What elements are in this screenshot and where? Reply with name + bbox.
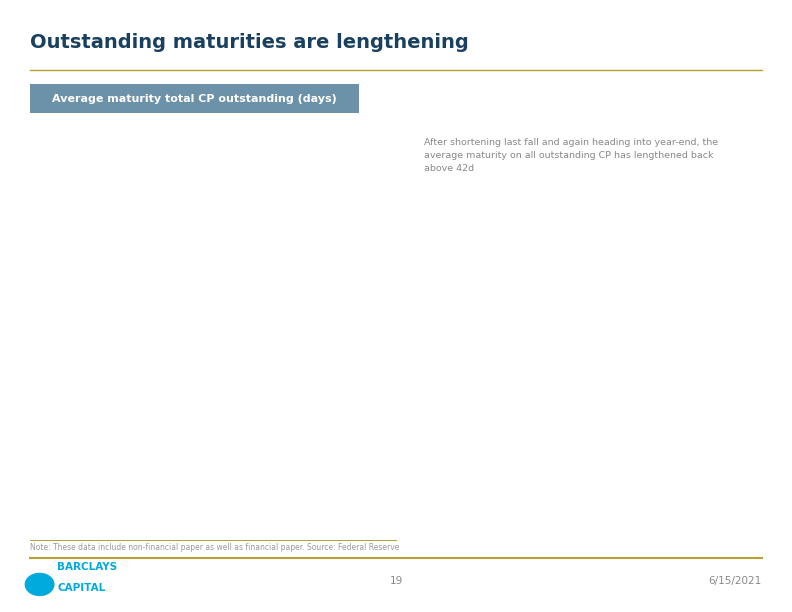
Text: Outstanding maturities are lengthening: Outstanding maturities are lengthening (30, 33, 469, 52)
Text: After shortening last fall and again heading into year-end, the
average maturity: After shortening last fall and again hea… (424, 138, 718, 173)
FancyBboxPatch shape (30, 84, 359, 113)
Text: Note: These data include non-financial paper as well as financial paper. Source:: Note: These data include non-financial p… (30, 543, 399, 553)
Text: BARCLAYS: BARCLAYS (57, 562, 117, 572)
Text: 19: 19 (390, 577, 402, 586)
Text: 6/15/2021: 6/15/2021 (709, 577, 762, 586)
Text: Average maturity total CP outstanding (days): Average maturity total CP outstanding (d… (52, 94, 337, 103)
Circle shape (25, 573, 54, 595)
Text: CAPITAL: CAPITAL (57, 583, 105, 592)
